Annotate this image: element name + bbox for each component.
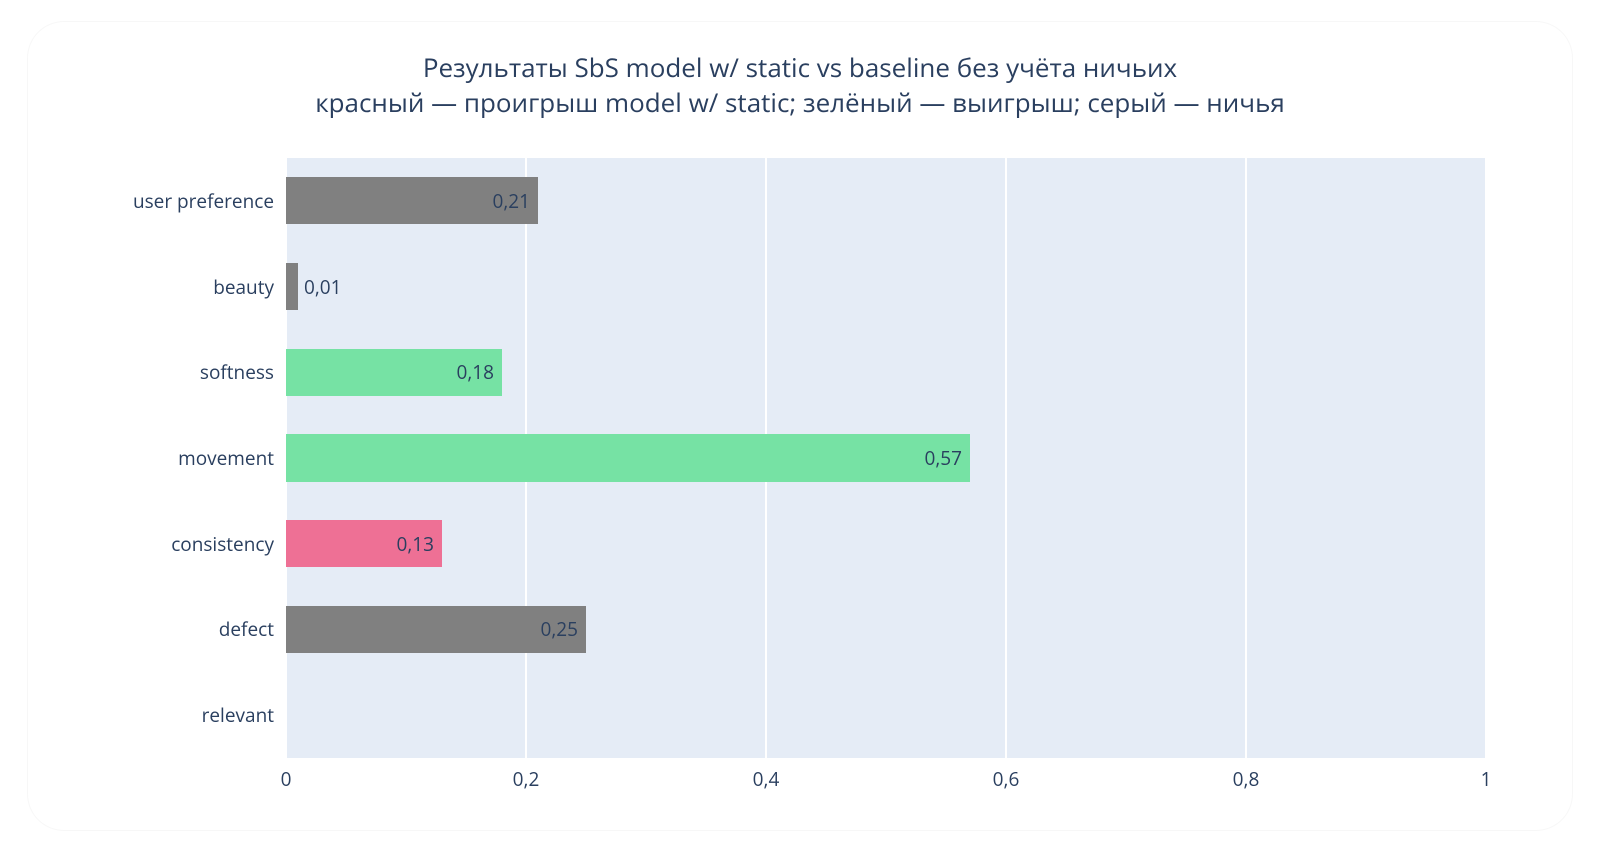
y-tick-label: consistency <box>171 531 274 557</box>
bar-value-label: 0,21 <box>492 188 530 214</box>
x-tick-label: 0,2 <box>513 766 540 792</box>
y-tick-label: movement <box>178 445 274 471</box>
x-tick-label: 1 <box>1481 766 1492 792</box>
y-tick-label: relevant <box>202 702 274 728</box>
y-tick-label: softness <box>200 359 274 385</box>
x-tick-label: 0 <box>281 766 292 792</box>
plot-area: 00,20,40,60,81user preference0,21beauty0… <box>286 158 1486 758</box>
y-tick-label: defect <box>219 616 274 642</box>
y-tick-label: user preference <box>133 188 274 214</box>
bar <box>286 263 298 310</box>
x-tick-label: 0,6 <box>993 766 1020 792</box>
bar-value-label: 0,18 <box>456 359 494 385</box>
chart-title-line2: красный — проигрыш model w/ static; зелё… <box>315 84 1285 120</box>
bar-value-label: 0,01 <box>304 274 342 300</box>
gridline <box>1245 158 1247 758</box>
y-tick-label: beauty <box>213 274 274 300</box>
chart-title: Результаты SbS model w/ static vs baseli… <box>28 50 1572 120</box>
x-tick-label: 0,4 <box>753 766 780 792</box>
gridline <box>1485 158 1487 758</box>
chart-card: Результаты SbS model w/ static vs baseli… <box>28 22 1572 830</box>
x-tick-label: 0,8 <box>1233 766 1260 792</box>
bar-value-label: 0,57 <box>924 445 962 471</box>
bar-value-label: 0,13 <box>396 531 434 557</box>
bar <box>286 434 970 481</box>
bar-value-label: 0,25 <box>540 616 578 642</box>
gridline <box>1005 158 1007 758</box>
chart-title-line1: Результаты SbS model w/ static vs baseli… <box>423 49 1177 85</box>
